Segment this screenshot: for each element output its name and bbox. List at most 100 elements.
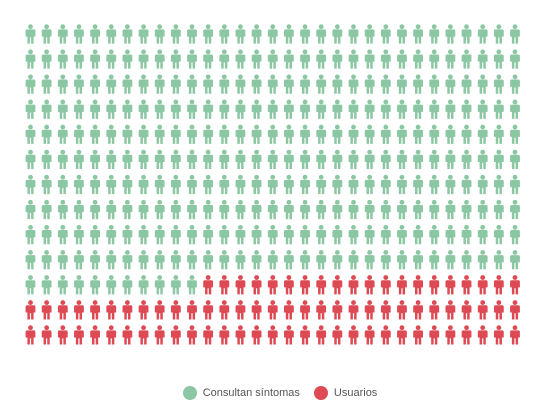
person-icon-consultan-sintomas	[429, 149, 440, 169]
person-icon-consultan-sintomas	[316, 174, 327, 195]
person-icon-consultan-sintomas	[461, 74, 472, 94]
person-icon-consultan-sintomas	[348, 74, 359, 94]
person-icon-consultan-sintomas	[445, 250, 456, 270]
person-icon-consultan-sintomas	[267, 49, 278, 69]
person-icon-consultan-sintomas	[300, 74, 310, 94]
person-icon-usuarios	[90, 325, 100, 345]
person-icon-consultan-sintomas	[154, 124, 165, 144]
person-icon-consultan-sintomas	[41, 99, 52, 119]
person-icon-consultan-sintomas	[154, 99, 165, 119]
person-icon-consultan-sintomas	[461, 149, 472, 169]
person-icon-consultan-sintomas	[284, 224, 294, 245]
person-icon-usuarios	[413, 300, 423, 320]
person-icon-consultan-sintomas	[251, 174, 262, 195]
person-icon-consultan-sintomas	[74, 275, 84, 295]
person-icon-consultan-sintomas	[122, 149, 133, 169]
person-icon-consultan-sintomas	[41, 174, 52, 195]
person-icon-consultan-sintomas	[493, 124, 504, 144]
person-icon-consultan-sintomas	[251, 149, 262, 169]
person-icon-consultan-sintomas	[348, 224, 359, 245]
person-icon-usuarios	[461, 275, 472, 295]
person-icon-usuarios	[203, 325, 214, 345]
person-icon-usuarios	[106, 325, 117, 345]
person-icon-consultan-sintomas	[348, 99, 359, 119]
legend-item-usuarios[interactable]: Usuarios	[313, 386, 377, 400]
person-icon-consultan-sintomas	[170, 275, 181, 295]
person-icon-consultan-sintomas	[25, 149, 36, 169]
person-icon-usuarios	[267, 325, 278, 345]
person-icon-consultan-sintomas	[251, 74, 262, 94]
person-icon-consultan-sintomas	[380, 74, 391, 94]
person-icon-consultan-sintomas	[348, 24, 359, 44]
person-icon-consultan-sintomas	[25, 124, 36, 144]
person-icon-consultan-sintomas	[138, 74, 149, 94]
person-icon-usuarios	[348, 300, 359, 320]
person-icon-consultan-sintomas	[251, 99, 262, 119]
person-icon-usuarios	[25, 325, 36, 345]
person-icon-consultan-sintomas	[235, 24, 246, 44]
person-icon-consultan-sintomas	[510, 124, 520, 144]
person-icon-consultan-sintomas	[106, 99, 117, 119]
person-icon-consultan-sintomas	[300, 124, 310, 144]
person-icon-usuarios	[510, 325, 520, 345]
person-icon-consultan-sintomas	[154, 149, 165, 169]
person-icon-consultan-sintomas	[25, 224, 36, 245]
person-icon-usuarios	[380, 300, 391, 320]
person-icon-consultan-sintomas	[300, 24, 310, 44]
person-icon-consultan-sintomas	[187, 99, 197, 119]
person-icon-consultan-sintomas	[445, 49, 456, 69]
person-icon-consultan-sintomas	[364, 250, 375, 270]
person-icon-consultan-sintomas	[397, 149, 407, 169]
person-icon-usuarios	[251, 300, 262, 320]
person-icon-consultan-sintomas	[364, 174, 375, 195]
person-icon-usuarios	[138, 300, 149, 320]
person-icon-consultan-sintomas	[25, 24, 36, 44]
person-icon-consultan-sintomas	[332, 199, 343, 220]
person-icon-usuarios	[348, 325, 359, 345]
person-icon-consultan-sintomas	[284, 99, 294, 119]
person-icon-consultan-sintomas	[203, 74, 214, 94]
person-icon-consultan-sintomas	[25, 99, 36, 119]
person-icon-consultan-sintomas	[348, 124, 359, 144]
person-icon-consultan-sintomas	[300, 149, 310, 169]
person-icon-consultan-sintomas	[203, 224, 214, 245]
person-icon-usuarios	[364, 325, 375, 345]
person-icon-consultan-sintomas	[380, 199, 391, 220]
person-icon-usuarios	[219, 300, 230, 320]
person-icon-consultan-sintomas	[138, 199, 149, 220]
person-icon-consultan-sintomas	[57, 275, 68, 295]
person-icon-usuarios	[138, 325, 149, 345]
person-icon-consultan-sintomas	[57, 124, 68, 144]
person-icon-consultan-sintomas	[187, 250, 197, 270]
person-icon-usuarios	[364, 300, 375, 320]
person-icon-consultan-sintomas	[332, 174, 343, 195]
person-icon-consultan-sintomas	[445, 74, 456, 94]
person-icon-consultan-sintomas	[25, 275, 36, 295]
person-icon-consultan-sintomas	[380, 124, 391, 144]
person-icon-consultan-sintomas	[219, 49, 230, 69]
legend-item-consultan-sintomas[interactable]: Consultan síntomas	[182, 386, 300, 400]
person-icon-consultan-sintomas	[445, 99, 456, 119]
person-icon-consultan-sintomas	[348, 149, 359, 169]
person-icon-consultan-sintomas	[461, 24, 472, 44]
person-icon-consultan-sintomas	[203, 49, 214, 69]
person-icon-consultan-sintomas	[90, 49, 100, 69]
person-icon-consultan-sintomas	[380, 224, 391, 245]
person-icon-consultan-sintomas	[235, 124, 246, 144]
person-icon-usuarios	[203, 275, 214, 295]
person-icon-consultan-sintomas	[57, 24, 68, 44]
person-icon-consultan-sintomas	[397, 224, 407, 245]
person-icon-consultan-sintomas	[138, 174, 149, 195]
person-icon-consultan-sintomas	[57, 149, 68, 169]
person-icon-consultan-sintomas	[219, 199, 230, 220]
person-icon-consultan-sintomas	[90, 24, 100, 44]
person-icon-usuarios	[493, 325, 504, 345]
person-icon-consultan-sintomas	[477, 149, 488, 169]
person-icon-consultan-sintomas	[90, 99, 100, 119]
person-icon-consultan-sintomas	[74, 199, 84, 220]
person-icon-consultan-sintomas	[510, 74, 520, 94]
person-icon-consultan-sintomas	[510, 149, 520, 169]
person-icon-consultan-sintomas	[25, 174, 36, 195]
person-icon-consultan-sintomas	[477, 24, 488, 44]
person-icon-consultan-sintomas	[219, 174, 230, 195]
